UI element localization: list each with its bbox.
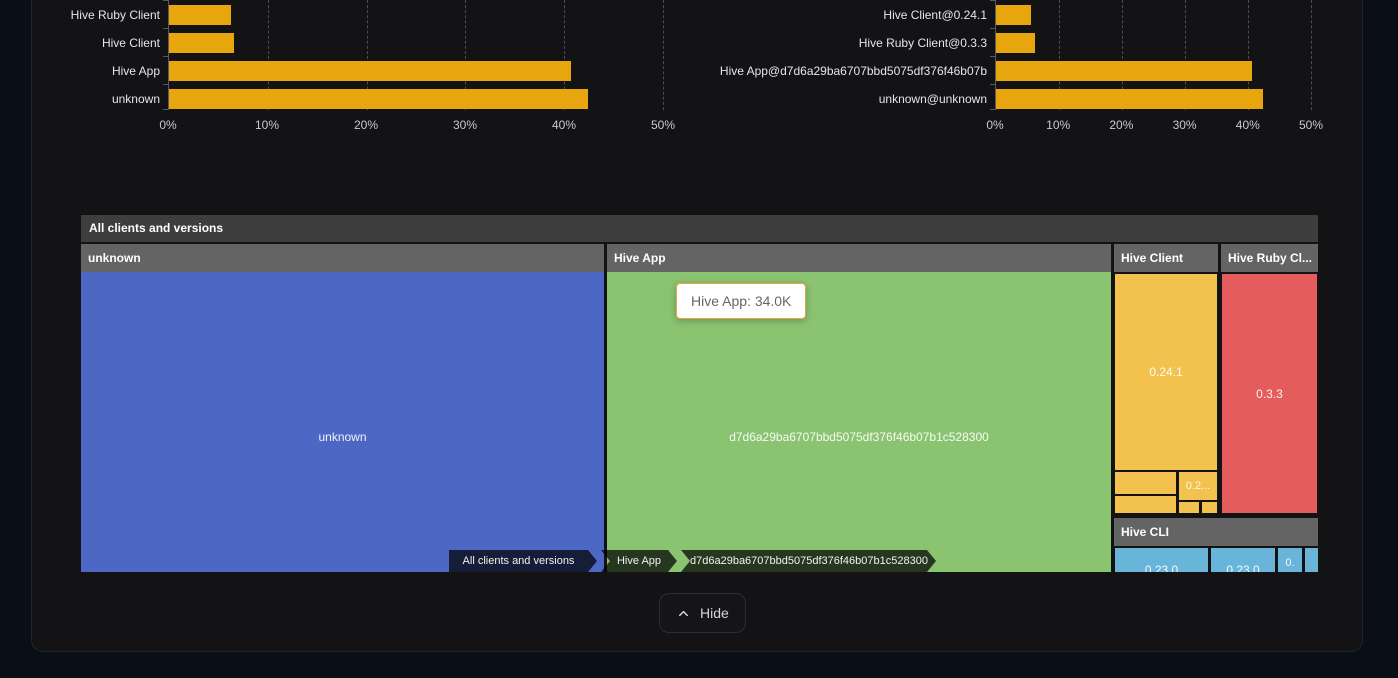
clients-chart-x-axis: 0% 10% 20% 30% 40% 50%	[159, 118, 675, 134]
category-label: Hive Ruby Client	[70, 8, 160, 22]
x-tick-label: 40%	[551, 118, 577, 132]
x-tick-label: 20%	[1109, 118, 1134, 132]
y-axis-tick	[163, 28, 169, 29]
clients-chart-category-labels: Hive Ruby Client Hive Client Hive App unkno…	[0, 0, 160, 110]
y-axis-tick	[163, 56, 169, 57]
treemap-cell-label: 0.2...	[1185, 480, 1211, 492]
category-label: Hive Client	[101, 36, 160, 50]
breadcrumb-item[interactable]: d7d6a29ba6707bbd5075df376f46b07b1c528300	[681, 550, 936, 572]
x-tick-label: 10%	[254, 118, 280, 132]
x-tick-label: 0%	[986, 118, 1004, 132]
treemap-cell-unknown[interactable]: unknown	[81, 272, 604, 572]
gridline	[366, 0, 368, 110]
chevron-up-icon	[676, 606, 691, 621]
hide-button-label: Hide	[700, 605, 729, 621]
treemap-section-header-hive-client[interactable]: Hive Client	[1114, 244, 1218, 272]
client-versions-share-bar-chart: Hive Client@0.24.1 Hive Ruby Client@0.3.3…	[699, 0, 1398, 140]
bar[interactable]	[996, 33, 1036, 53]
x-tick-label: 50%	[1298, 118, 1324, 132]
bar[interactable]	[169, 5, 232, 25]
y-axis-tick	[163, 84, 169, 85]
x-tick-label: 30%	[1172, 118, 1197, 132]
treemap-cell-hive-cli[interactable]	[1305, 548, 1318, 572]
treemap-tooltip: Hive App: 34.0K	[676, 283, 807, 319]
treemap-cell-label: 0.	[1285, 557, 1295, 569]
y-axis-tick	[163, 109, 169, 110]
gridline	[1185, 0, 1186, 110]
treemap-cell-hive-cli[interactable]: 0.23.0	[1115, 548, 1208, 572]
versions-chart-category-labels: Hive Client@0.24.1 Hive Ruby Client@0.3.3…	[699, 0, 987, 110]
category-label: Hive App@d7d6a29ba6707bbd5075df376f46b07…	[719, 64, 987, 78]
gridline	[1248, 0, 1249, 110]
treemap-cell-hive-client[interactable]	[1115, 472, 1176, 494]
y-axis-tick	[990, 109, 996, 110]
y-axis-tick	[990, 56, 996, 57]
clients-share-bar-chart: Hive Ruby Client Hive Client Hive App unkno…	[0, 0, 699, 140]
treemap-cell-label: 0.23.0	[1144, 563, 1179, 572]
treemap-cell-hive-client[interactable]	[1179, 502, 1199, 513]
treemap-cell-hive-client[interactable]: 0.2...	[1179, 472, 1217, 500]
x-tick-label: 10%	[1046, 118, 1071, 132]
treemap-cell-hive-app[interactable]: d7d6a29ba6707bbd5075df376f46b07b1c528300	[607, 272, 1111, 572]
breadcrumb-item[interactable]: Hive App	[601, 550, 677, 572]
treemap-root-header[interactable]: All clients and versions	[81, 215, 1318, 242]
category-label: unknown	[111, 92, 160, 106]
category-label: unknown@unknown	[878, 92, 987, 106]
treemap-cell-hive-cli[interactable]: 0.23.0	[1211, 548, 1275, 572]
y-axis-tick	[990, 84, 996, 85]
versions-chart-x-axis: 0% 10% 20% 30% 40% 50%	[986, 118, 1323, 134]
x-tick-label: 50%	[650, 118, 676, 132]
x-tick-label: 30%	[452, 118, 478, 132]
gridline	[1059, 0, 1060, 110]
breadcrumb-item[interactable]: All clients and versions	[449, 550, 597, 572]
x-tick-label: 0%	[159, 118, 177, 132]
bar[interactable]	[169, 89, 588, 109]
treemap-cell-label: 0.24.1	[1149, 365, 1183, 379]
bar[interactable]	[996, 5, 1032, 25]
treemap-section-header-hive-ruby-client[interactable]: Hive Ruby Cl...	[1221, 244, 1318, 272]
category-label: Hive Ruby Client@0.3.3	[858, 36, 987, 50]
gridline	[1311, 0, 1312, 110]
y-axis-tick	[163, 0, 169, 1]
gridline	[663, 0, 664, 110]
treemap-cell-label: unknown	[318, 430, 367, 444]
category-label: Hive Client@0.24.1	[883, 8, 987, 22]
treemap-cell-hive-client[interactable]	[1115, 496, 1176, 513]
y-axis-tick	[990, 0, 996, 1]
treemap-section-header-hive-cli[interactable]: Hive CLI	[1114, 518, 1318, 546]
y-axis-tick	[990, 28, 996, 29]
treemap-breadcrumb: All clients and versions Hive App d7d6a29b…	[81, 550, 1318, 572]
x-tick-label: 40%	[1235, 118, 1260, 132]
gridline	[267, 0, 269, 110]
clients-versions-treemap: All clients and versions unknown unknown H…	[81, 215, 1318, 572]
treemap-section-header-unknown[interactable]: unknown	[81, 244, 604, 272]
bar[interactable]	[169, 33, 235, 53]
bar[interactable]	[169, 61, 572, 81]
treemap-cell-hive-client[interactable]: 0.24.1	[1115, 274, 1217, 470]
gridline	[564, 0, 566, 110]
treemap-cell-label: 0.3.3	[1256, 386, 1283, 401]
bar[interactable]	[996, 89, 1264, 109]
bar[interactable]	[996, 61, 1253, 81]
hide-button[interactable]: Hide	[659, 593, 746, 633]
treemap-section-header-hive-app[interactable]: Hive App	[607, 244, 1111, 272]
x-tick-label: 20%	[353, 118, 379, 132]
treemap-cell-hive-client[interactable]	[1202, 502, 1217, 513]
category-label: Hive App	[111, 64, 160, 78]
gridline	[465, 0, 467, 110]
versions-chart-plot-area	[990, 0, 1312, 110]
treemap-cell-label: 0.23.0	[1226, 563, 1260, 572]
treemap-cell-label: d7d6a29ba6707bbd5075df376f46b07b1c528300	[729, 430, 989, 444]
treemap-cell-hive-cli[interactable]: 0.	[1278, 548, 1302, 572]
clients-chart-plot-area	[163, 0, 664, 110]
treemap-cell-hive-ruby-client[interactable]: 0.3.3	[1222, 274, 1317, 513]
gridline	[1122, 0, 1123, 110]
